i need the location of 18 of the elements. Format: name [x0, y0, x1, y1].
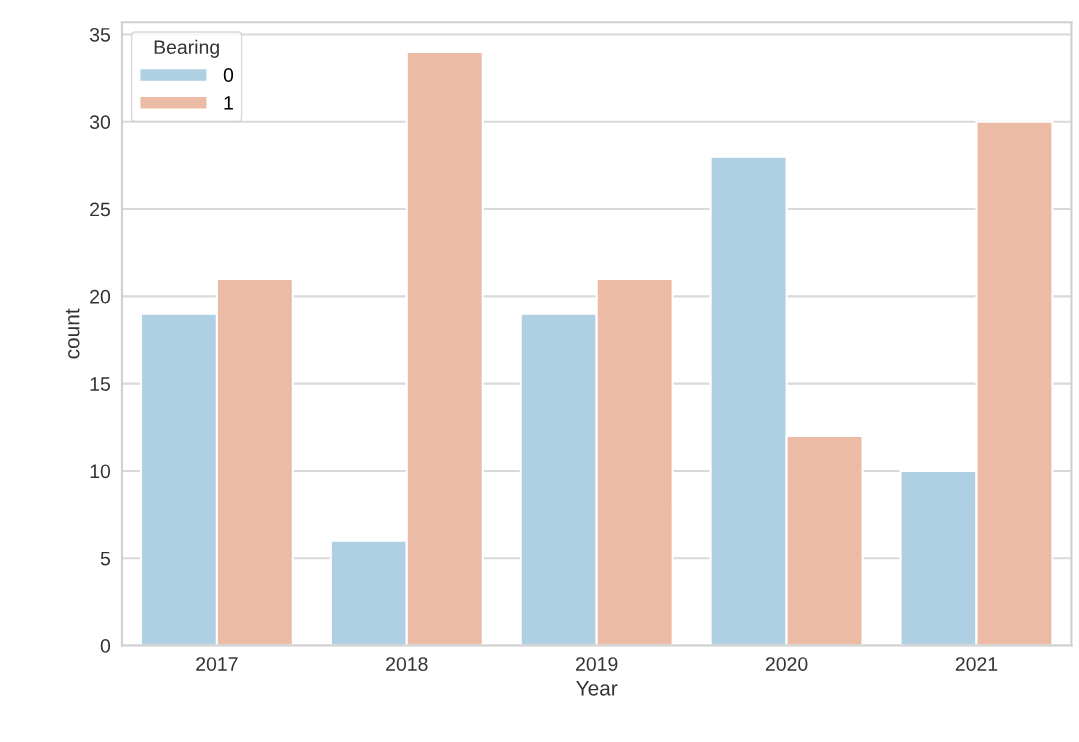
legend-title: Bearing: [154, 39, 219, 58]
x-tick-label: 2017: [196, 657, 238, 671]
y-tick-label: 15: [90, 377, 110, 391]
x-tick-label: 2021: [955, 657, 998, 671]
y-tick-label: 5: [100, 551, 110, 566]
y-tick-label: 10: [90, 464, 111, 479]
y-tick-label: 20: [90, 289, 111, 304]
y-tick-label: 35: [89, 27, 110, 42]
legend-label: 1: [224, 96, 233, 110]
y-tick-label: 25: [90, 202, 110, 217]
y-tick-label: 0: [100, 639, 111, 653]
x-tick-label: 2018: [386, 657, 428, 671]
x-axis-title: Year: [576, 681, 618, 696]
y-tick-label: 30: [89, 115, 111, 130]
legend-label: 0: [223, 68, 234, 82]
x-tick-label: 2019: [576, 657, 618, 671]
y-axis-title: count: [65, 308, 80, 359]
x-tick-label: 2020: [765, 657, 808, 671]
